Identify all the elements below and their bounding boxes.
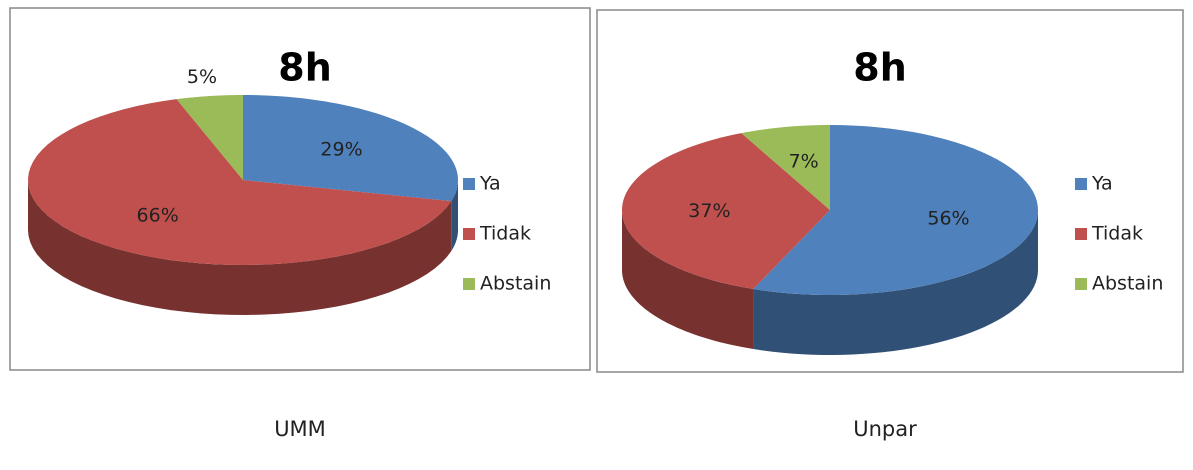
legend-swatch	[1075, 278, 1087, 290]
chart-title: 8h	[853, 46, 907, 90]
caption: Unpar	[853, 417, 917, 441]
data-label: 37%	[688, 200, 730, 222]
pie-slice	[243, 95, 458, 202]
data-label: 7%	[789, 150, 819, 172]
legend-label: Abstain	[1092, 273, 1163, 295]
data-label: 29%	[320, 138, 362, 160]
pie-slice	[622, 133, 830, 290]
data-label: 66%	[137, 204, 179, 226]
legend-swatch	[463, 228, 475, 240]
legend-swatch	[1075, 228, 1087, 240]
legend-swatch	[463, 278, 475, 290]
chart-title: 8h	[278, 46, 332, 90]
pie-slice	[741, 125, 830, 210]
slice-side	[28, 180, 452, 315]
caption: UMM	[274, 417, 326, 441]
data-label: 5%	[187, 66, 217, 88]
pie-slice	[176, 95, 243, 180]
data-label: 56%	[927, 208, 969, 230]
slice-side	[622, 210, 754, 350]
legend-label: Tidak	[479, 223, 531, 245]
legend-swatch	[1075, 178, 1087, 190]
legend-label: Ya	[1091, 173, 1113, 195]
legend-swatch	[463, 178, 475, 190]
slice-side	[753, 210, 1038, 355]
legend-label: Ya	[479, 173, 501, 195]
legend-label: Abstain	[480, 273, 551, 295]
slice-side	[451, 180, 458, 252]
pie-slice	[28, 99, 452, 265]
legend-label: Tidak	[1091, 223, 1143, 245]
pie-slice	[753, 125, 1038, 295]
